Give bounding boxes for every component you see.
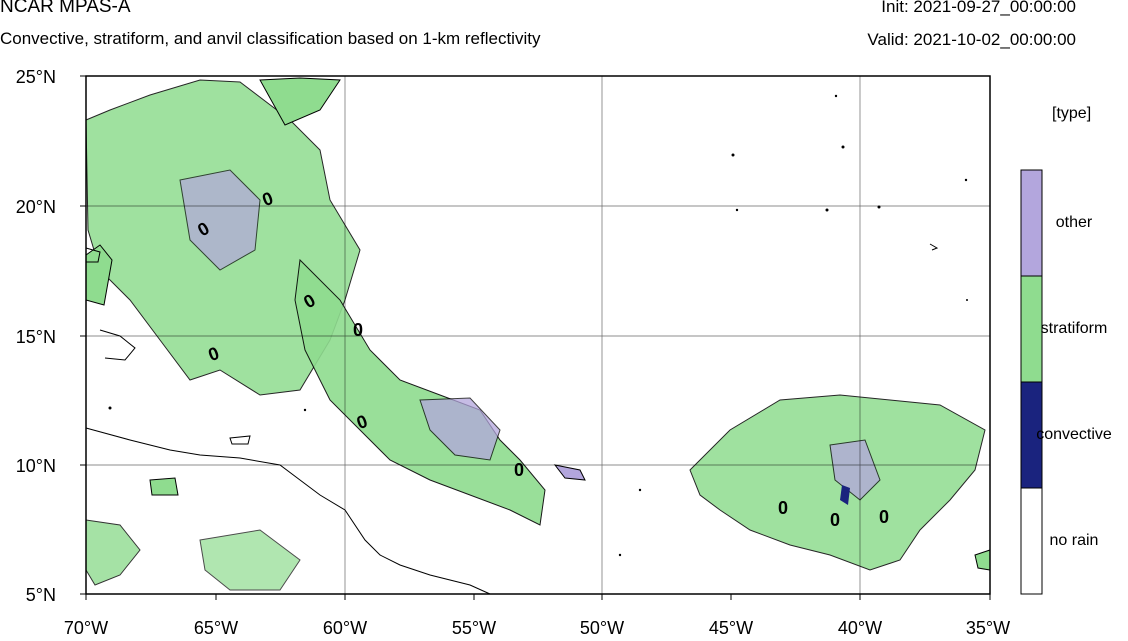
lon-tick-label: 60°W bbox=[323, 618, 367, 638]
lat-tick-label: 25°N bbox=[16, 67, 56, 87]
lat-lon-grid bbox=[86, 76, 990, 594]
legend-colorbar bbox=[1020, 169, 1043, 595]
map-plot-area: 0 0 0 0 0 0 0 0 0 0 bbox=[16, 67, 1010, 638]
contour-label: 0 bbox=[778, 498, 788, 518]
precip-field-band bbox=[294, 258, 586, 526]
contour-label: 0 bbox=[514, 460, 524, 480]
valid-time: Valid: 2021-10-02_00:00:00 bbox=[867, 30, 1076, 49]
legend-label-no-rain: no rain bbox=[1049, 532, 1099, 549]
lon-tick-label: 40°W bbox=[838, 618, 882, 638]
map-description: Convective, stratiform, and anvil classi… bbox=[0, 29, 541, 48]
legend-label-convective: convective bbox=[1036, 426, 1112, 443]
lat-tick-label: 5°N bbox=[26, 585, 56, 605]
legend-swatch-no-rain bbox=[1020, 487, 1043, 595]
lon-tick-label: 70°W bbox=[64, 618, 108, 638]
lat-tick-label: 15°N bbox=[16, 327, 56, 347]
precip-field-west bbox=[85, 77, 361, 396]
model-title: NCAR MPAS-A bbox=[0, 0, 131, 17]
init-time: Init: 2021-09-27_00:00:00 bbox=[881, 0, 1076, 16]
lon-tick-label: 35°W bbox=[966, 618, 1010, 638]
lon-tick-labels: 70°W 65°W 60°W 55°W 50°W 45°W 40°W 35°W bbox=[64, 618, 1010, 638]
legend-label-stratiform: stratiform bbox=[1040, 320, 1108, 337]
precip-field-east bbox=[689, 394, 991, 571]
lat-tick-labels: 25°N 20°N 15°N 10°N 5°N bbox=[16, 67, 56, 605]
contour-label: 0 bbox=[830, 510, 840, 530]
lon-tick-label: 45°W bbox=[709, 618, 753, 638]
lon-tick-label: 65°W bbox=[194, 618, 238, 638]
lon-tick-label: 50°W bbox=[580, 618, 624, 638]
contour-label: 0 bbox=[353, 320, 363, 340]
lon-tick-label: 55°W bbox=[452, 618, 496, 638]
map-frame bbox=[85, 75, 991, 595]
legend-title: [type] bbox=[1052, 105, 1092, 122]
coastlines bbox=[85, 243, 939, 595]
contour-label: 0 bbox=[879, 507, 889, 527]
scattered-cells bbox=[108, 94, 968, 557]
legend-label-other: other bbox=[1055, 214, 1093, 231]
lat-tick-label: 10°N bbox=[16, 456, 56, 476]
lat-tick-label: 20°N bbox=[16, 197, 56, 217]
tick-marks bbox=[80, 75, 991, 600]
